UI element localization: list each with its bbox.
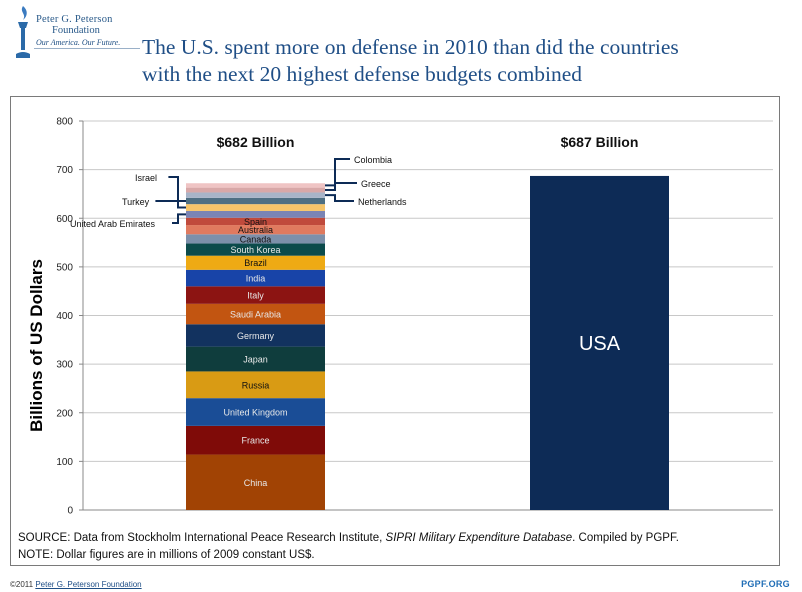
- bar-segment-label: China: [244, 478, 268, 488]
- bar-segment-south-korea: [186, 243, 325, 256]
- y-tick-label: 400: [56, 311, 73, 322]
- bar-segment-label: Greece: [361, 179, 391, 189]
- bar-segment-label: United Arab Emirates: [70, 219, 156, 229]
- leader-line: [325, 194, 354, 202]
- bar-segment-france: [186, 425, 325, 455]
- source-line: SOURCE: Data from Stockholm Internationa…: [18, 530, 679, 547]
- bar-segment-spain: [186, 217, 325, 226]
- bar-segment-label: Turkey: [122, 197, 150, 207]
- bar-segment-united-kingdom: [186, 398, 325, 426]
- bar-segment-label: United Kingdom: [223, 408, 287, 418]
- logo-tagline: Our America. Our Future.: [36, 38, 121, 47]
- bar-segment-label: Russia: [242, 380, 270, 390]
- bar-segment-israel: [186, 197, 325, 205]
- bar-segment-label: Canada: [240, 234, 272, 244]
- bar-segment-saudi-arabia: [186, 303, 325, 325]
- y-tick-label: 700: [56, 165, 73, 176]
- leader-line: [172, 213, 186, 224]
- bar-segment-label: Israel: [135, 173, 157, 183]
- bar-total-label: $687 Billion: [561, 134, 639, 150]
- bar-segment-label: France: [241, 436, 269, 446]
- bar-segment-label: Brazil: [244, 258, 267, 268]
- y-tick-label: 200: [56, 408, 73, 419]
- leader-line: [155, 200, 186, 209]
- bar-segment-colombia: [186, 183, 325, 188]
- bar-segment-label: Netherlands: [358, 197, 407, 207]
- y-tick-label: 500: [56, 262, 73, 273]
- leader-line: [325, 158, 350, 187]
- note-line: NOTE: Dollar figures are in millions of …: [18, 549, 315, 561]
- bar-segment-germany: [186, 324, 325, 347]
- bar-segment-label: Saudi Arabia: [230, 310, 281, 320]
- footer-copyright: ©2011 Peter G. Peterson Foundation: [10, 580, 142, 589]
- bar-segment-label: USA: [579, 333, 621, 355]
- chart-frame: [10, 96, 780, 566]
- bar-segment-japan: [186, 346, 325, 372]
- copyright-text: ©2011: [10, 580, 34, 589]
- title-line-1: The U.S. spent more on defense in 2010 t…: [142, 35, 679, 59]
- bar-segment-label: Spain: [244, 217, 267, 227]
- logo-divider: [34, 48, 140, 49]
- source-database-name: SIPRI Military Expenditure Database: [385, 532, 573, 544]
- bar-segment-brazil: [186, 255, 325, 270]
- source-text-post: . Compiled by PGPF.: [572, 532, 679, 544]
- bar-segment-usa: [530, 175, 669, 511]
- bar-segment-label: India: [246, 274, 266, 284]
- leader-line: [168, 176, 186, 202]
- source-note: SOURCE: Data from Stockholm Internationa…: [18, 530, 679, 564]
- bar-segment-label: Germany: [237, 331, 275, 341]
- torch-icon: [16, 6, 30, 58]
- bar-segment-china: [186, 454, 325, 510]
- site-url[interactable]: PGPF.ORG: [741, 579, 790, 589]
- bar-segment-australia: [186, 225, 325, 235]
- y-tick-label: 100: [56, 457, 73, 468]
- bar-total-label: $682 Billion: [217, 134, 295, 150]
- logo-foundation: Foundation: [52, 25, 100, 36]
- bar-segment-label: South Korea: [230, 245, 280, 255]
- bar-segment-netherlands: [186, 192, 325, 198]
- y-axis-title: Billions of US Dollars: [27, 259, 46, 432]
- bar-segment-turkey: [186, 204, 325, 211]
- bar-segment-india: [186, 269, 325, 287]
- y-tick-label: 300: [56, 360, 73, 371]
- leader-line: [325, 182, 357, 192]
- y-tick-label: 600: [56, 214, 73, 225]
- logo-name: Peter G. Peterson: [36, 14, 113, 25]
- bar-segment-label: Japan: [243, 355, 268, 365]
- title-line-2: with the next 20 highest defense budgets…: [142, 62, 583, 86]
- bar-segment-canada: [186, 234, 325, 244]
- foundation-link[interactable]: Peter G. Peterson Foundation: [35, 580, 142, 589]
- source-text-pre: SOURCE: Data from Stockholm Internationa…: [18, 532, 386, 544]
- y-tick-label: 0: [67, 506, 73, 517]
- y-tick-label: 800: [56, 117, 73, 128]
- bar-segment-russia: [186, 371, 325, 399]
- page-title: The U.S. spent more on defense in 2010 t…: [142, 34, 792, 88]
- bar-segment-label: Colombia: [354, 155, 392, 165]
- bar-segment-italy: [186, 286, 325, 304]
- bar-segment-label: Australia: [238, 225, 273, 235]
- peterson-foundation-logo: Peter G. Peterson Foundation Our America…: [10, 4, 140, 66]
- bar-segment-greece: [186, 187, 325, 193]
- bar-segment-label: Italy: [247, 291, 264, 301]
- bar-segment-united-arab-emirates: [186, 210, 325, 218]
